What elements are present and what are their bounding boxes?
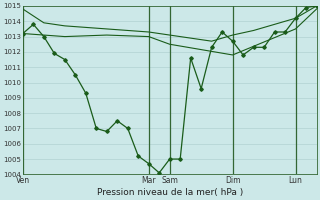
X-axis label: Pression niveau de la mer( hPa ): Pression niveau de la mer( hPa ) [97, 188, 243, 197]
